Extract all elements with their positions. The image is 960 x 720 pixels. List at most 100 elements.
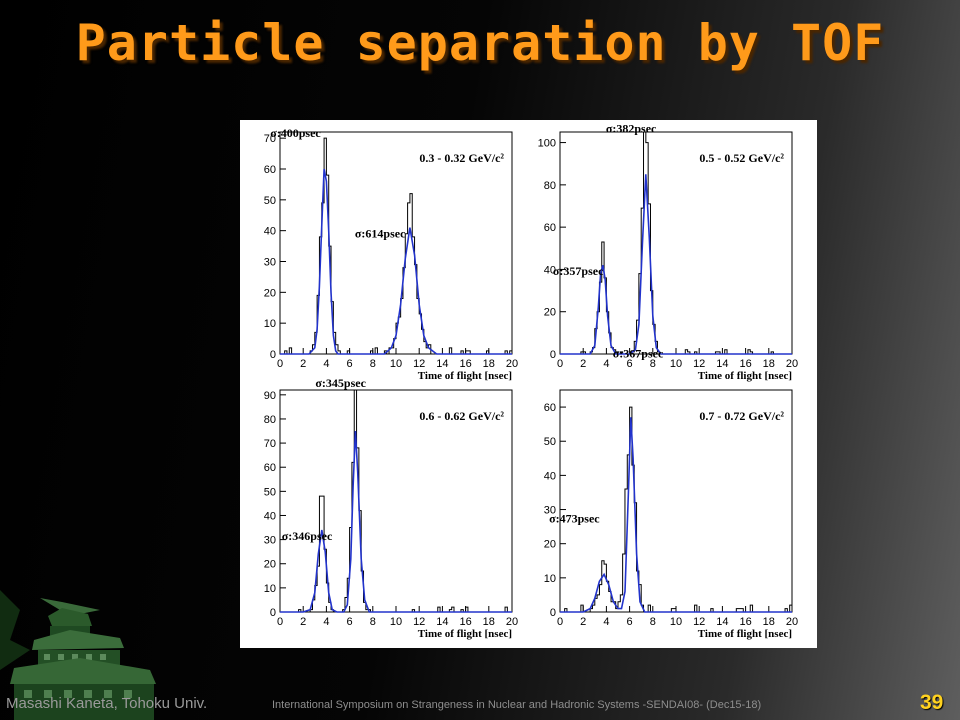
histogram-title: 0.5 - 0.52 GeV/c²: [699, 151, 784, 165]
x-axis-label: Time of flight [nsec]: [418, 628, 512, 640]
y-tick-label: 60: [264, 164, 276, 176]
x-tick-label: 16: [459, 616, 471, 628]
x-tick-label: 0: [277, 616, 283, 628]
plot-frame: [279, 389, 513, 613]
y-tick-label: 30: [264, 535, 276, 547]
sigma-label: σ:382psec: [606, 121, 657, 135]
x-tick-label: 8: [370, 616, 376, 628]
y-tick-label: 40: [544, 470, 556, 482]
x-tick-label: 10: [670, 616, 682, 628]
x-tick-label: 18: [763, 358, 775, 370]
y-tick-label: 20: [264, 287, 276, 299]
x-tick-label: 20: [506, 358, 518, 370]
footer-event: International Symposium on Strangeness i…: [272, 699, 762, 711]
sigma-label: σ:614psec: [355, 227, 406, 241]
plot-frame: [279, 131, 513, 355]
gaussian-fit-line: [560, 417, 792, 613]
x-tick-label: 2: [300, 616, 306, 628]
y-tick-label: 30: [544, 505, 556, 517]
x-tick-label: 6: [627, 616, 633, 628]
slide-title: Particle separation by TOF: [75, 14, 885, 72]
sigma-label: σ:346psec: [282, 529, 333, 543]
x-tick-label: 16: [459, 358, 471, 370]
x-tick-label: 4: [323, 616, 329, 628]
x-tick-label: 20: [786, 616, 798, 628]
y-tick-label: 0: [270, 349, 276, 361]
y-tick-label: 80: [544, 180, 556, 192]
x-axis-label: Time of flight [nsec]: [698, 370, 792, 382]
histogram-steps: [560, 406, 792, 613]
y-tick-label: 10: [264, 318, 276, 330]
x-tick-label: 2: [300, 358, 306, 370]
y-tick-label: 50: [264, 486, 276, 498]
x-tick-label: 0: [557, 358, 563, 370]
x-tick-label: 2: [580, 358, 586, 370]
y-tick-label: 40: [264, 226, 276, 238]
x-tick-label: 12: [413, 616, 425, 628]
histogram-steps: [560, 131, 792, 355]
y-tick-label: 0: [270, 607, 276, 619]
x-tick-label: 8: [650, 358, 656, 370]
x-tick-label: 14: [716, 358, 728, 370]
y-tick-label: 80: [264, 414, 276, 426]
x-tick-label: 6: [347, 616, 353, 628]
slide-number: 39: [920, 691, 944, 714]
x-tick-label: 4: [603, 358, 609, 370]
x-tick-label: 20: [786, 358, 798, 370]
x-tick-label: 0: [277, 358, 283, 370]
gaussian-fit-line: [560, 174, 792, 355]
x-tick-label: 8: [370, 358, 376, 370]
histogram-steps: [280, 389, 512, 613]
histogram-title: 0.7 - 0.72 GeV/c²: [699, 409, 784, 423]
x-tick-label: 14: [436, 616, 448, 628]
x-tick-label: 4: [603, 616, 609, 628]
y-tick-label: 70: [264, 438, 276, 450]
x-tick-label: 10: [670, 358, 682, 370]
y-tick-label: 40: [264, 510, 276, 522]
x-tick-label: 12: [693, 358, 705, 370]
histogram-title: 0.3 - 0.32 GeV/c²: [419, 151, 504, 165]
y-tick-label: 100: [538, 138, 556, 150]
x-tick-label: 4: [323, 358, 329, 370]
sigma-label: σ:400psec: [270, 126, 321, 140]
x-tick-label: 18: [763, 616, 775, 628]
y-tick-label: 30: [264, 257, 276, 269]
y-tick-label: 60: [264, 462, 276, 474]
plot-frame: [559, 389, 793, 613]
tof-figure-panel: 0 2 4 6 8 10 12 14 16 18 20 0 10 20 30 40 50 60 70 Time of …: [240, 120, 817, 648]
y-tick-label: 20: [264, 559, 276, 571]
y-tick-label: 40: [544, 264, 556, 276]
y-tick-label: 70: [264, 133, 276, 145]
x-tick-label: 16: [739, 358, 751, 370]
y-tick-label: 0: [550, 607, 556, 619]
y-tick-label: 60: [544, 222, 556, 234]
x-tick-label: 10: [390, 358, 402, 370]
y-tick-label: 50: [544, 436, 556, 448]
footer-author: Masashi Kaneta, Tohoku Univ.: [6, 695, 208, 712]
x-tick-label: 12: [413, 358, 425, 370]
x-tick-label: 8: [650, 616, 656, 628]
y-tick-label: 10: [264, 583, 276, 595]
y-tick-label: 50: [264, 195, 276, 207]
y-tick-label: 0: [550, 349, 556, 361]
x-tick-label: 6: [627, 358, 633, 370]
x-tick-label: 16: [739, 616, 751, 628]
gaussian-fit-line: [280, 430, 512, 613]
x-axis-label: Time of flight [nsec]: [698, 628, 792, 640]
x-axis-label: Time of flight [nsec]: [418, 370, 512, 382]
y-tick-label: 10: [544, 573, 556, 585]
x-tick-label: 18: [483, 616, 495, 628]
x-tick-label: 6: [347, 358, 353, 370]
histogram-steps: [280, 137, 512, 355]
x-tick-label: 2: [580, 616, 586, 628]
castle-silhouette-icon: [0, 590, 156, 720]
y-tick-label: 20: [544, 307, 556, 319]
sigma-label: σ:473psec: [549, 511, 600, 525]
y-tick-label: 90: [264, 390, 276, 402]
x-tick-label: 10: [390, 616, 402, 628]
x-tick-label: 20: [506, 616, 518, 628]
plot-frame: [559, 131, 793, 355]
sigma-label: σ:345psec: [315, 376, 366, 390]
x-tick-label: 18: [483, 358, 495, 370]
